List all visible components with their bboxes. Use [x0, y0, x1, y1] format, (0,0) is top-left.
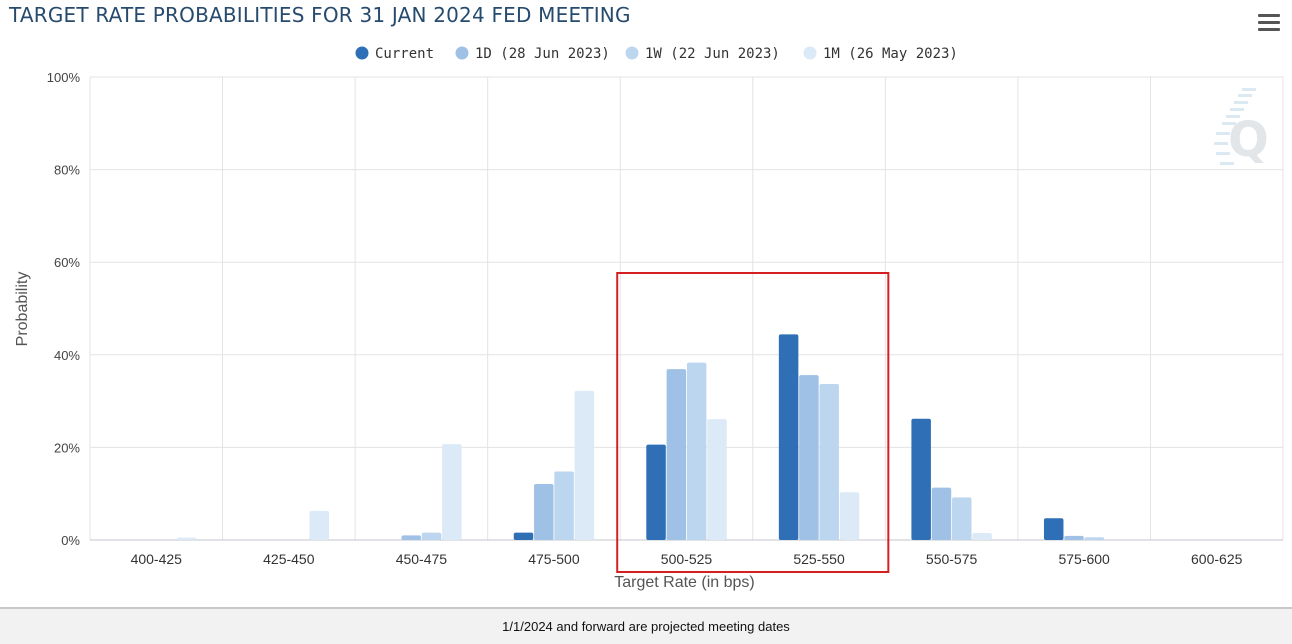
y-tick-label: 60% [54, 255, 80, 270]
legend-marker[interactable] [355, 46, 369, 60]
y-tick-label: 100% [47, 70, 81, 85]
bar-550-575-s3 [972, 533, 992, 540]
y-tick-label: 0% [61, 533, 80, 548]
bar-475-500-s1 [534, 483, 554, 540]
bar-550-575-s2 [952, 497, 972, 540]
bar-525-550-s3 [839, 492, 860, 540]
bar-575-600-s2 [1084, 537, 1105, 540]
y-axis-title: Probability [14, 272, 31, 347]
svg-text:Q: Q [1228, 112, 1269, 168]
bar-500-525-s2 [686, 362, 707, 540]
x-tick-label: 425-450 [263, 551, 315, 567]
y-tick-label: 40% [54, 348, 80, 363]
x-axis-title: Target Rate (in bps) [614, 574, 755, 591]
legend-item[interactable]: 1M (26 May 2023) [823, 46, 958, 62]
x-tick-label: 500-525 [661, 551, 713, 567]
chart-title: TARGET RATE PROBABILITIES FOR 31 JAN 202… [9, 3, 631, 27]
bar-450-475-s2 [421, 532, 442, 540]
bar-575-600-s0 [1043, 518, 1064, 540]
legend-item[interactable]: 1W (22 Jun 2023) [645, 46, 780, 62]
x-tick-label: 525-550 [793, 551, 845, 567]
bar-525-550-s0 [778, 334, 799, 540]
bar-chart: 0% 20% 40% 60% 80% 100% Q 400-425 425-450 450-475… [14, 46, 1284, 591]
legend-marker[interactable] [625, 46, 639, 60]
bar-475-500-s3 [574, 390, 595, 540]
bar-500-525-s0 [646, 444, 666, 540]
bar-575-600-s1 [1064, 535, 1084, 540]
footer-note: 1/1/2024 and forward are projected meeti… [502, 619, 790, 634]
legend-item[interactable]: Current [375, 46, 434, 62]
bar-500-525-s3 [707, 419, 727, 540]
x-tick-label: 450-475 [396, 551, 448, 567]
bar-550-575-s0 [911, 418, 931, 540]
x-tick-label: 600-625 [1191, 551, 1243, 567]
footer-bar: 1/1/2024 and forward are projected meeti… [0, 607, 1292, 644]
y-tick-label: 20% [54, 440, 80, 455]
x-tick-label: 400-425 [131, 551, 183, 567]
x-tick-label: 575-600 [1058, 551, 1110, 567]
bar-550-575-s1 [931, 487, 952, 540]
x-tick-label: 550-575 [926, 551, 978, 567]
bar-475-500-s0 [513, 532, 534, 540]
x-tick-label: 475-500 [528, 551, 580, 567]
bar-525-550-s2 [819, 383, 839, 540]
legend-item[interactable]: 1D (28 Jun 2023) [475, 46, 610, 62]
legend-marker[interactable] [803, 46, 817, 60]
bar-400-425-s3 [176, 537, 197, 540]
legend-marker[interactable] [455, 46, 469, 60]
bar-450-475-s3 [442, 444, 462, 540]
bar-425-450-s3 [309, 510, 330, 540]
cme-q-logo-icon: Q [1214, 88, 1269, 168]
bar-500-525-s1 [666, 369, 687, 540]
y-tick-label: 80% [54, 163, 80, 178]
bar-525-550-s1 [799, 375, 819, 540]
highlight-box [616, 272, 890, 573]
bar-450-475-s1 [401, 535, 421, 540]
hamburger-menu-icon[interactable] [1258, 14, 1280, 34]
bar-475-500-s2 [554, 471, 574, 540]
